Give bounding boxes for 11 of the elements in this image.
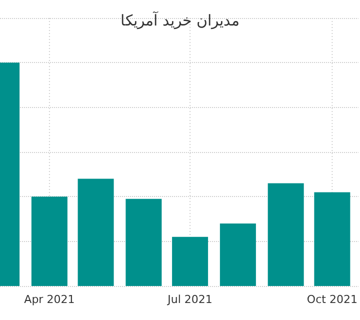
- bar: [172, 236, 208, 286]
- x-tick-label: Oct 2021: [306, 293, 358, 306]
- bar: [126, 198, 162, 286]
- x-tick-label: Apr 2021: [24, 293, 75, 306]
- bar: [78, 178, 114, 286]
- bar: [314, 192, 350, 286]
- chart-title: مدیران خرید آمریکا: [120, 12, 240, 30]
- x-tick-label: Jul 2021: [166, 293, 212, 306]
- bar: [268, 183, 304, 286]
- bar: [31, 196, 68, 286]
- bar: [220, 223, 256, 286]
